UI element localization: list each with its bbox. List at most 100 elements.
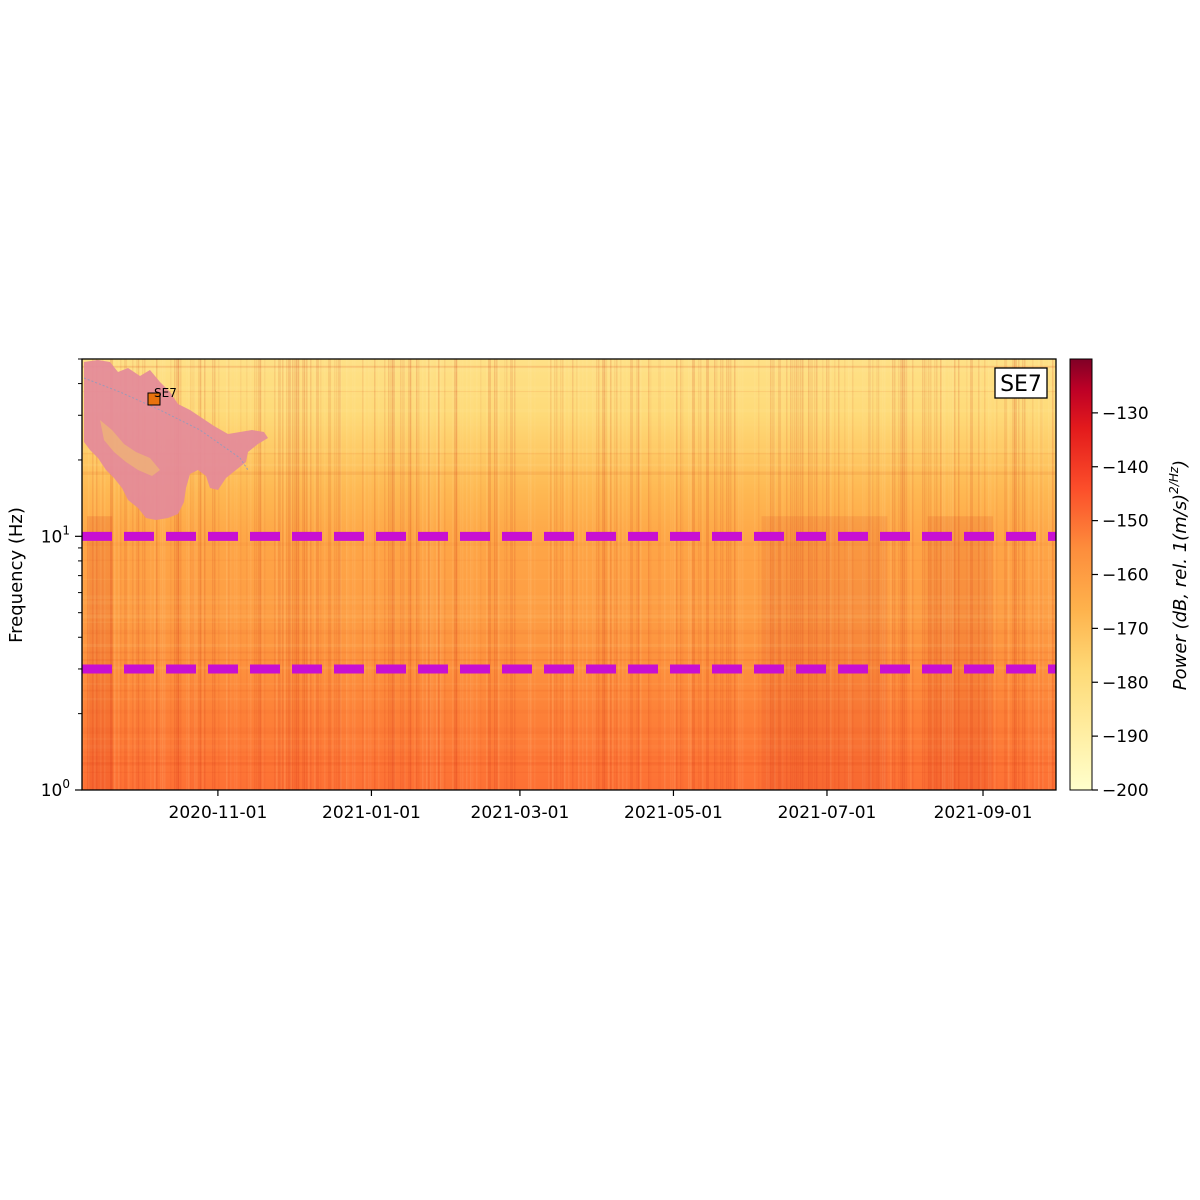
frequency-band [82,365,1056,368]
x-tick-label: 2021-05-01 [624,803,723,823]
streak [610,359,612,790]
streak [640,359,642,790]
frequency-band [82,595,1056,600]
streak [844,359,846,790]
streak [302,359,305,790]
frequency-band [82,386,1056,390]
streak [346,359,348,790]
streak [276,359,278,790]
spectrogram-heatmap [82,359,1056,790]
streak [192,359,195,790]
streak [552,359,554,790]
streak [758,359,760,790]
streak [894,359,896,790]
streak [810,359,813,790]
streak [622,359,624,790]
streak [932,359,934,790]
streak [278,359,281,790]
streak [1034,359,1036,790]
station-inset-map: SE7 [83,360,268,520]
frequency-band [82,629,1056,634]
frequency-band [82,683,1056,686]
streak [586,359,588,790]
frequency-band [82,632,1056,635]
streak [530,359,532,790]
streak [460,359,462,790]
streak [626,359,628,790]
streak [868,359,871,790]
streak [630,359,633,790]
streak [370,359,372,790]
streak [308,359,310,790]
streak [796,359,798,790]
streak [562,359,564,790]
streak [778,359,781,790]
streak [774,359,776,790]
station-marker [147,392,161,406]
streak [226,359,228,790]
streak [374,359,376,790]
streak [174,359,176,790]
colorbar-label: Power (dB, rel. 1(m/s)2/Hz) [1167,460,1191,690]
streak [120,359,122,790]
colorbar-tick-label: −170 [1102,619,1149,639]
streak [798,359,800,790]
streak [470,359,472,790]
streak [340,359,342,790]
streak [944,359,946,790]
high-power-patch [87,516,113,790]
inset-map-track [83,377,249,471]
streak [880,359,882,790]
streak [978,359,980,790]
streak [792,359,794,790]
streak [592,359,594,790]
streak [378,359,380,790]
streak [884,359,886,790]
streak [246,359,248,790]
streak [930,359,932,790]
streak [838,359,840,790]
streak [316,359,319,790]
frequency-band [82,731,1056,734]
y-axis-label: Frequency (Hz) [6,507,27,643]
streak [438,359,440,790]
streak [262,359,264,790]
streak [808,359,810,790]
streak [1050,359,1052,790]
frequency-band [82,643,1056,648]
streak [510,359,513,790]
frequency-band [82,609,1056,614]
streak [828,359,830,790]
frequency-band [82,697,1056,701]
streak [876,359,879,790]
streak [970,359,973,790]
frequency-band [82,542,1056,547]
streak [336,359,338,790]
streak [1004,359,1007,790]
station-marker-label: SE7 [154,386,177,400]
streak [134,359,136,790]
frequency-band [82,452,1056,455]
streak [176,359,179,790]
streak [162,359,164,790]
streak [292,359,294,790]
streak [314,359,316,790]
streak [988,359,990,790]
streak [296,359,299,790]
streak [328,359,331,790]
high-power-patch [761,516,888,790]
streak [136,359,139,790]
frequency-band [82,463,1056,467]
streak [228,359,230,790]
streak [1040,359,1043,790]
streak [698,359,700,790]
streak [392,359,395,790]
streak [494,359,496,790]
streak [214,359,216,790]
streak [498,359,500,790]
streak [338,359,341,790]
streak [124,359,127,790]
streak [290,359,292,790]
streak [892,359,894,790]
streak [212,359,214,790]
